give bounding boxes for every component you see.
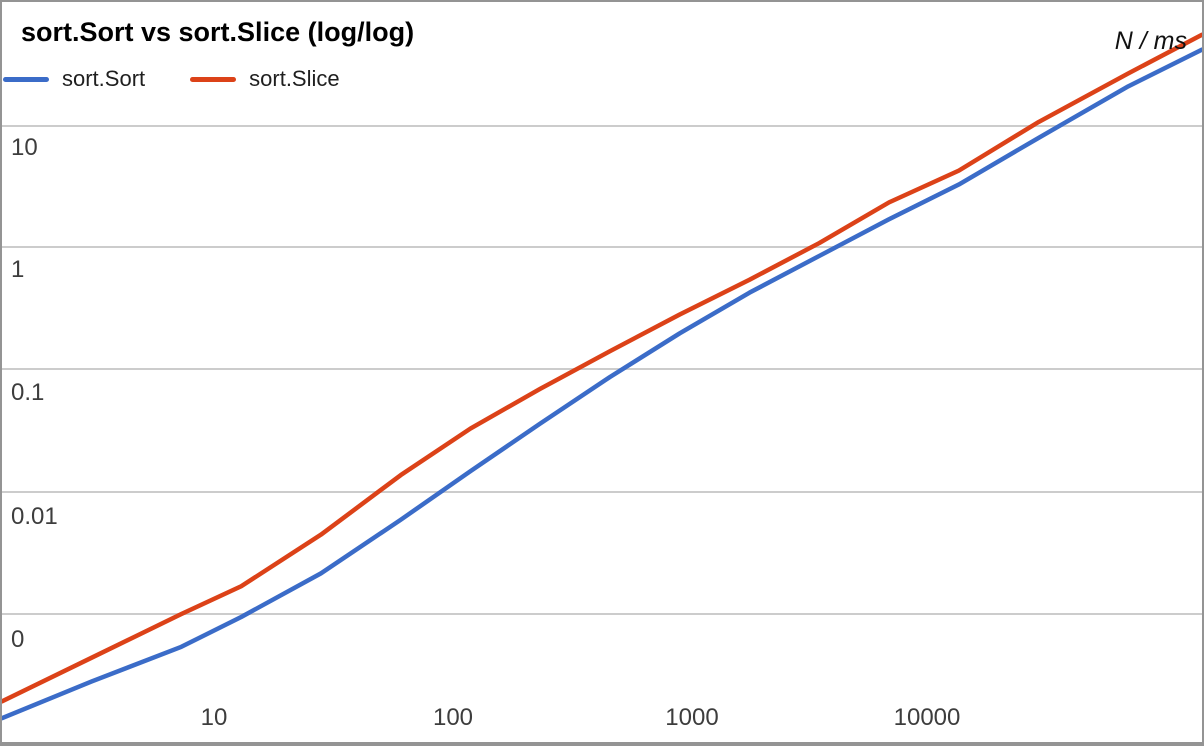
y-tick-label: 0.01 (11, 503, 58, 530)
y-tick-label: 1 (11, 256, 25, 283)
legend-item-sort-slice: sort.Slice (190, 66, 340, 92)
x-tick-label: 10 (200, 704, 228, 731)
series-line-sort-slice (2, 32, 1202, 704)
legend-line-swatch (3, 76, 49, 82)
y-tick-label: 0.1 (11, 379, 45, 406)
chart-title: sort.Sort vs sort.Slice (log/log) (21, 17, 415, 47)
legend-label: sort.Sort (62, 66, 146, 91)
x-tick-label: 10000 (893, 704, 961, 731)
legend: sort.Sort sort.Slice (3, 64, 340, 94)
x-tick-label: 100 (432, 704, 474, 731)
legend-item-sort-sort: sort.Sort (3, 66, 145, 92)
legend-label: sort.Slice (249, 66, 340, 91)
series-line-sort-sort (2, 47, 1202, 721)
y-tick-label: 0 (11, 626, 25, 653)
legend-line-swatch (190, 76, 237, 82)
axis-unit-label: N / ms (1114, 27, 1187, 55)
x-tick-label: 1000 (665, 704, 719, 731)
y-tick-label: 10 (11, 134, 38, 161)
